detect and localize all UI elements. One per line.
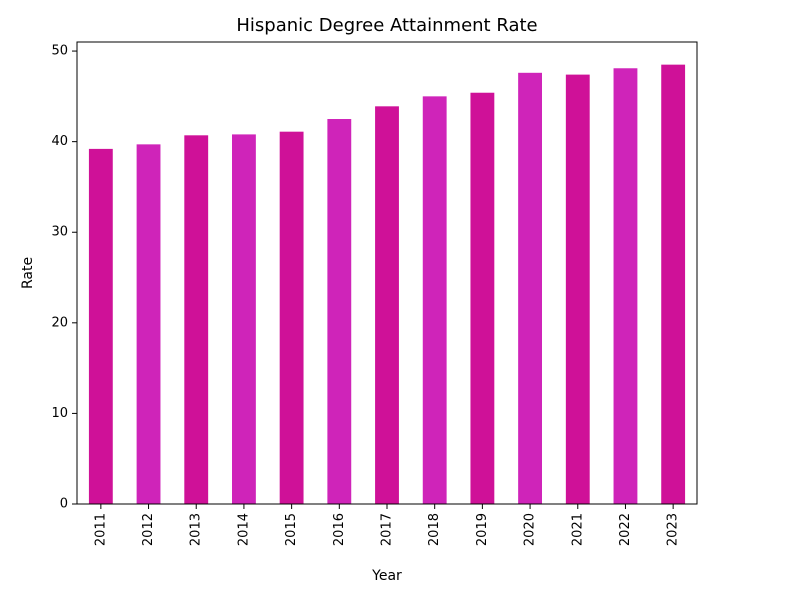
chart-title: Hispanic Degree Attainment Rate (236, 15, 537, 36)
bar-2014 (232, 134, 256, 504)
y-axis-label: Rate (20, 257, 36, 289)
bar-2013 (184, 135, 209, 504)
y-tick-label-0: 0 (60, 497, 68, 512)
x-tick-label-2023: 2023 (666, 513, 681, 546)
plot-frame (76, 41, 698, 505)
bar-2022 (613, 68, 638, 505)
x-tick-label-2018: 2018 (427, 513, 442, 546)
x-tick-label-2022: 2022 (618, 513, 633, 546)
x-axis-label: Year (371, 568, 402, 584)
bar-2015 (279, 131, 304, 504)
y-tick-label-50: 50 (51, 44, 68, 59)
bar-2021 (565, 74, 590, 505)
bar-2023 (661, 64, 686, 505)
bar-2016 (327, 119, 352, 504)
bar-2018 (422, 96, 447, 504)
x-tick-label-2021: 2021 (570, 513, 585, 546)
bar-2017 (375, 106, 399, 504)
x-tick-label-2013: 2013 (189, 513, 204, 546)
bar-2011 (88, 148, 113, 504)
x-tick-label-2014: 2014 (236, 513, 251, 546)
y-axis: 0 10 20 30 40 50 (51, 44, 77, 512)
x-axis: 2011 2012 2013 2014 2015 2016 2017 2018 2019 2020… (93, 504, 681, 546)
x-tick-label-2019: 2019 (475, 513, 490, 546)
y-tick-label-40: 40 (51, 134, 68, 149)
y-tick-label-10: 10 (51, 406, 68, 421)
bar-2012 (136, 144, 161, 505)
x-tick-label-2015: 2015 (284, 513, 299, 546)
x-tick-label-2017: 2017 (380, 513, 395, 546)
bar-2020 (518, 72, 542, 505)
x-tick-label-2020: 2020 (523, 513, 538, 546)
x-tick-label-2011: 2011 (93, 513, 108, 546)
bar-2019 (470, 92, 495, 504)
x-tick-label-2012: 2012 (141, 513, 156, 546)
y-tick-label-30: 30 (51, 225, 68, 240)
y-tick-label-20: 20 (51, 315, 68, 330)
x-tick-label-2016: 2016 (332, 513, 347, 546)
bars (88, 64, 686, 505)
